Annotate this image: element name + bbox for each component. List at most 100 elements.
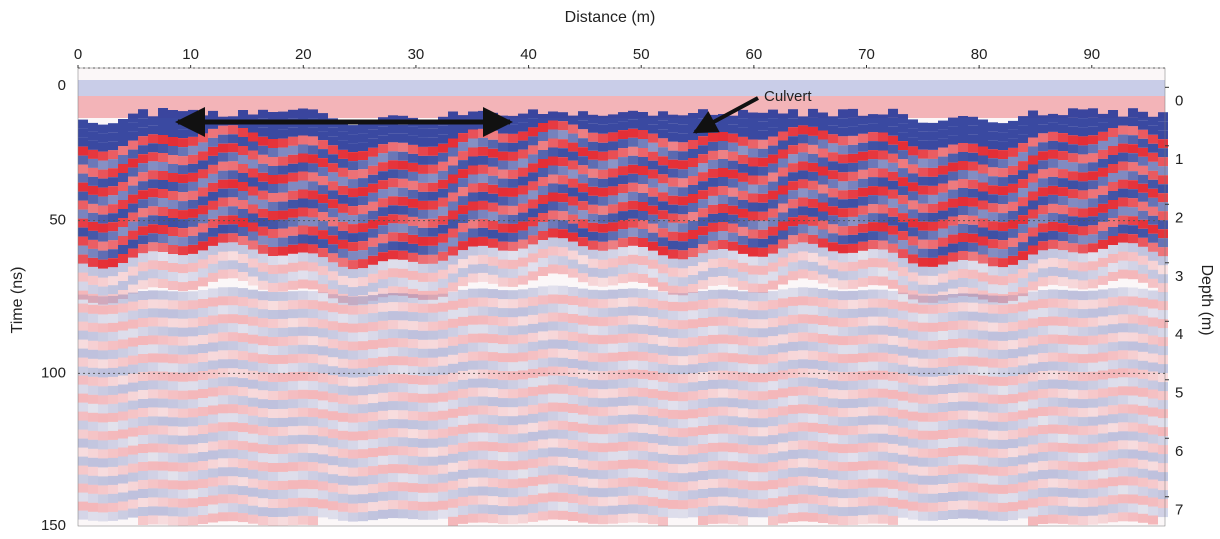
- radar-cell: [658, 373, 668, 382]
- radar-cell: [208, 307, 218, 316]
- radar-cell: [968, 234, 978, 243]
- radar-cell: [678, 329, 688, 338]
- radar-cell: [1148, 261, 1158, 270]
- radar-cell: [98, 269, 108, 278]
- radar-cell: [448, 328, 458, 337]
- radar-cell: [958, 233, 968, 242]
- radar-cell: [838, 408, 848, 417]
- radar-cell: [88, 231, 98, 240]
- radar-cell: [998, 222, 1008, 231]
- radar-cell: [838, 363, 848, 372]
- radar-cell: [1018, 152, 1028, 161]
- radar-cell: [218, 377, 228, 386]
- radar-cell: [1088, 354, 1098, 363]
- radar-cell: [738, 281, 748, 290]
- radar-cell: [978, 210, 988, 219]
- radar-cell: [728, 125, 738, 134]
- radar-cell: [358, 494, 368, 503]
- radar-cell: [898, 123, 908, 132]
- radar-cell: [118, 475, 128, 484]
- radar-cell: [318, 346, 328, 355]
- radar-cell: [648, 179, 658, 188]
- radar-cell: [958, 410, 968, 419]
- radar-cell: [88, 240, 98, 249]
- radar-cell: [378, 189, 388, 198]
- radar-cell: [238, 128, 248, 137]
- radar-cell: [1098, 461, 1108, 470]
- radar-cell: [328, 429, 338, 438]
- radar-cell: [1058, 353, 1068, 362]
- radar-cell: [518, 496, 528, 505]
- radar-cell: [788, 217, 798, 226]
- radar-cell: [678, 187, 688, 196]
- radar-cell: [688, 445, 698, 454]
- radar-cell: [1068, 354, 1078, 363]
- radar-cell: [1138, 139, 1148, 148]
- radar-cell: [948, 190, 958, 199]
- radar-cell: [268, 481, 278, 490]
- radar-cell: [448, 301, 458, 310]
- radar-cell: [1008, 475, 1018, 484]
- radar-cell: [958, 347, 968, 356]
- radar-cell: [418, 403, 428, 412]
- radar-cell: [278, 481, 288, 490]
- radar-cell: [818, 505, 828, 514]
- radar-cell: [88, 512, 98, 521]
- radar-cell: [1058, 124, 1068, 133]
- radar-cell: [258, 263, 268, 272]
- radar-cell: [998, 386, 1008, 395]
- radar-cell: [908, 331, 918, 340]
- radar-cell: [558, 238, 568, 247]
- radar-cell: [1008, 184, 1018, 193]
- radar-cell: [218, 234, 228, 243]
- radar-cell: [358, 467, 368, 476]
- radar-cell: [868, 267, 878, 276]
- radar-cell: [318, 167, 328, 176]
- radar-cell: [488, 325, 498, 334]
- radar-cell: [848, 199, 858, 208]
- radar-cell: [78, 367, 88, 376]
- radar-cell: [928, 168, 938, 177]
- radar-cell: [598, 344, 608, 353]
- radar-cell: [608, 186, 618, 195]
- radar-cell: [558, 322, 568, 331]
- radar-cell: [298, 145, 308, 154]
- radar-cell: [158, 489, 168, 498]
- radar-cell: [398, 224, 408, 233]
- radar-cell: [758, 382, 768, 391]
- radar-cell: [548, 493, 558, 502]
- radar-cell: [728, 206, 738, 215]
- radar-cell: [78, 192, 88, 201]
- radar-cell: [1068, 291, 1078, 300]
- radar-cell: [148, 362, 158, 371]
- radar-cell: [558, 466, 568, 475]
- radar-cell: [638, 316, 648, 325]
- radar-cell: [168, 291, 178, 300]
- radar-cell: [888, 235, 898, 244]
- radar-cell: [1048, 398, 1058, 407]
- radar-cell: [148, 179, 158, 188]
- radar-cell: [788, 262, 798, 271]
- radar-cell: [878, 308, 888, 317]
- radar-cell: [738, 309, 748, 318]
- radar-cell: [748, 481, 758, 490]
- radar-cell: [128, 177, 138, 186]
- radar-cell: [688, 140, 698, 149]
- radar-cell: [888, 262, 898, 271]
- radar-cell: [118, 313, 128, 322]
- radar-cell: [98, 188, 108, 197]
- radar-cell: [668, 320, 678, 329]
- radar-cell: [98, 332, 108, 341]
- radar-cell: [1088, 135, 1098, 144]
- radar-cell: [1008, 457, 1018, 466]
- radar-cell: [948, 199, 958, 208]
- radar-cell: [938, 511, 948, 520]
- radar-cell: [968, 270, 978, 279]
- radar-cell: [858, 425, 868, 434]
- radar-cell: [678, 419, 688, 428]
- radar-cell: [678, 259, 688, 268]
- radar-cell: [908, 457, 918, 466]
- x-tick-label: 10: [182, 46, 199, 63]
- radar-cell: [698, 327, 708, 336]
- radar-cell: [858, 488, 868, 497]
